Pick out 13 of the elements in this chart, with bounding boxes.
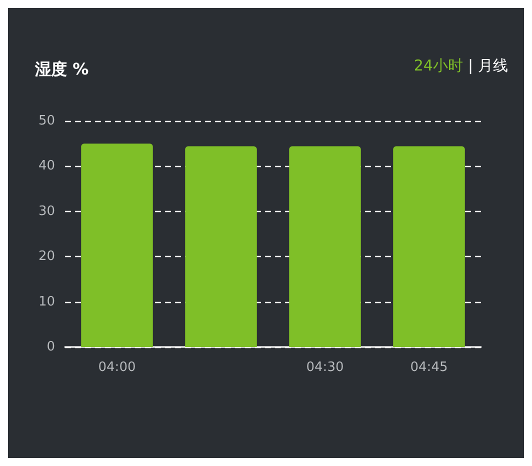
x-tick-label: 04:30 xyxy=(306,360,344,375)
y-tick-label: 0 xyxy=(46,340,55,354)
y-tick-label: 50 xyxy=(38,114,55,128)
x-tick-label: 04:00 xyxy=(98,360,136,375)
text: 月线 xyxy=(478,56,508,74)
y-tick-label: 30 xyxy=(38,204,55,219)
x-tick-label: 04:45 xyxy=(410,360,448,375)
text: 24小时 xyxy=(414,56,463,74)
y-tick-label: 40 xyxy=(38,158,55,174)
text: | xyxy=(468,56,474,74)
y-tick-label: 10 xyxy=(38,294,55,310)
y-tick-label: 20 xyxy=(38,249,55,264)
chart-title: 湿度 % xyxy=(34,60,89,78)
